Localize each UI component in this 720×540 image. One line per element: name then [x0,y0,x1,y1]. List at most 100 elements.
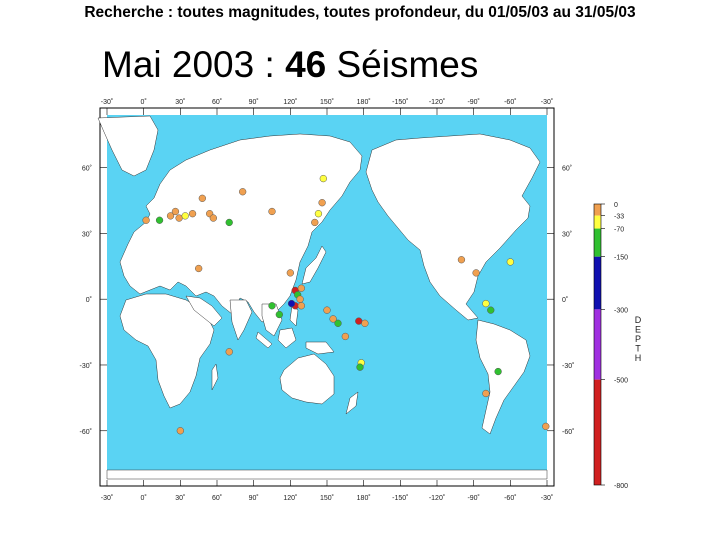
earthquake-count: 46 [285,44,327,85]
earthquake-marker[interactable] [494,367,502,376]
depth-title-letter: P [635,334,641,344]
depth-band [594,256,601,310]
earthquake-marker[interactable] [225,348,233,356]
lon-tick-label: 0˚ [141,494,147,502]
depth-scale-frame [593,203,602,486]
lon-tick-label: 60˚ [212,494,222,502]
lon-tick-label: -30˚ [101,494,113,502]
lon-tick-label: -30˚ [541,98,553,106]
lon-tick-label: -90˚ [467,98,479,106]
earthquake-marker[interactable] [239,188,247,196]
lon-tick-label: -30˚ [101,98,113,106]
earthquake-marker[interactable] [542,422,550,431]
earthquake-marker[interactable] [482,299,490,308]
new-zealand [345,391,359,415]
earthquake-marker[interactable] [472,269,480,277]
lat-tick-label-left: 30˚ [82,230,92,238]
depth-level-label: 0 [614,202,618,209]
earthquake-marker[interactable] [506,258,514,266]
earthquake-marker[interactable] [319,174,327,183]
earthquake-marker[interactable] [329,315,337,323]
page-title: Recherche : toutes magnitudes, toutes pr… [84,4,636,21]
lon-tick-label: -90˚ [467,494,479,502]
depth-band [594,228,601,257]
australia [279,353,335,405]
earthquake-marker[interactable] [334,319,342,327]
earthquake-markers [142,174,550,435]
earthquake-marker[interactable] [361,319,369,327]
depth-band [594,309,601,380]
earthquake-marker[interactable] [175,214,183,222]
depth-title-letter: D [635,315,642,325]
earthquake-marker[interactable] [355,317,363,325]
depth-level-label: -150 [614,255,628,262]
earthquake-marker[interactable] [268,302,276,310]
depth-level-label: -70 [614,227,624,234]
sumatra [255,331,273,349]
earthquake-marker[interactable] [209,214,217,222]
earthquake-marker[interactable] [482,389,490,398]
map-title: Mai 2003 : 46 Séismes [102,44,478,86]
depth-band [594,215,601,229]
borneo [277,327,297,349]
depth-title-letter: E [635,325,641,335]
new-guinea [305,341,335,355]
earthquake-marker[interactable] [314,210,323,218]
lat-tick-label-left: 0˚ [86,296,92,304]
earthquake-marker[interactable] [166,212,175,220]
earthquake-marker[interactable] [268,207,276,216]
earthquake-marker[interactable] [297,302,305,310]
earthquake-marker[interactable] [487,306,495,314]
earthquake-marker[interactable] [318,199,326,207]
map-title-suffix: Séismes [326,44,479,85]
earthquake-marker[interactable] [286,269,294,277]
south-america [475,319,531,435]
earthquake-marker[interactable] [195,264,203,273]
lat-tick-label-right: 60˚ [562,165,572,173]
depth-level-label: -800 [614,483,628,490]
depth-title-letter: H [635,353,642,363]
lon-tick-label: 150˚ [320,494,334,502]
lat-tick-label-right: -30˚ [562,362,574,370]
lon-tick-label: -120˚ [429,494,445,502]
earthquake-marker[interactable] [457,256,466,264]
eurasia [119,133,363,323]
lon-tick-label: 180˚ [357,494,371,502]
depth-band [594,204,601,216]
earthquake-marker[interactable] [155,216,164,224]
lon-tick-label: 60˚ [212,98,222,106]
lat-tick-label-left: -30˚ [80,362,92,370]
earthquake-marker[interactable] [356,363,364,371]
earthquake-marker[interactable] [176,427,184,435]
lon-tick-label: -60˚ [504,98,516,106]
earthquake-marker[interactable] [198,194,206,202]
map-tick-labels: -30˚ -30˚ 0˚ 0˚ 30˚ 30˚ 60˚ 60˚ 90˚ 90˚ 120˚ 120˚ 15… [80,98,575,502]
lon-tick-label: 150˚ [320,98,334,106]
lon-tick-label: 120˚ [283,494,297,502]
lat-tick-label-right: 30˚ [562,230,572,238]
depth-band [594,379,601,485]
earthquake-marker[interactable] [323,306,331,314]
earthquake-marker[interactable] [287,299,296,308]
earthquake-marker[interactable] [341,332,349,341]
earthquake-marker[interactable] [188,210,197,218]
lon-tick-label: -60˚ [504,494,516,502]
earthquake-marker[interactable] [171,207,180,216]
earthquake-marker[interactable] [142,216,150,224]
earthquake-marker[interactable] [275,310,283,319]
lat-tick-label-left: -60˚ [80,428,92,436]
lat-tick-label-left: 60˚ [82,165,92,173]
map-title-prefix: Mai 2003 : [102,44,286,85]
earthquake-marker[interactable] [181,212,189,220]
lon-tick-label: -120˚ [429,98,445,106]
lat-tick-label-right: -60˚ [562,428,574,436]
earthquake-marker[interactable] [297,284,305,292]
arabia [185,295,223,327]
earthquake-marker[interactable] [296,295,304,303]
earthquake-marker[interactable] [225,218,233,227]
depth-title-letter: T [635,344,641,354]
earthquake-marker[interactable] [311,218,319,227]
north-america [365,133,541,321]
